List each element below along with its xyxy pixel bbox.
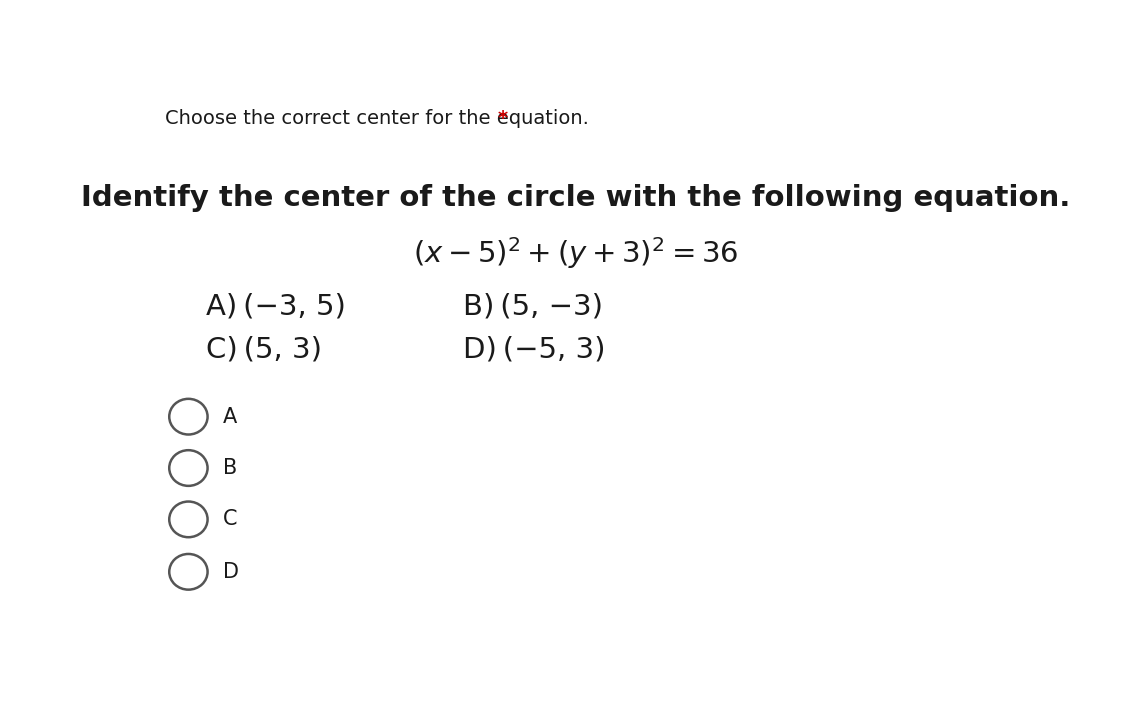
Text: Identify the center of the circle with the following equation.: Identify the center of the circle with t… (81, 184, 1071, 212)
Text: $(x-5)^2+(y+3)^2=36$: $(x-5)^2+(y+3)^2=36$ (414, 236, 738, 272)
Text: A: A (224, 406, 237, 427)
Text: B: B (224, 458, 237, 478)
Text: D: D (224, 562, 239, 582)
Text: C: C (224, 510, 238, 529)
Text: C) (5, 3): C) (5, 3) (206, 336, 321, 364)
Text: A) (−3, 5): A) (−3, 5) (206, 292, 346, 320)
Text: B) (5, −3): B) (5, −3) (463, 292, 602, 320)
Text: D) (−5, 3): D) (−5, 3) (463, 336, 606, 364)
Text: Choose the correct center for the equation.: Choose the correct center for the equati… (165, 109, 589, 128)
Text: *: * (498, 109, 508, 128)
